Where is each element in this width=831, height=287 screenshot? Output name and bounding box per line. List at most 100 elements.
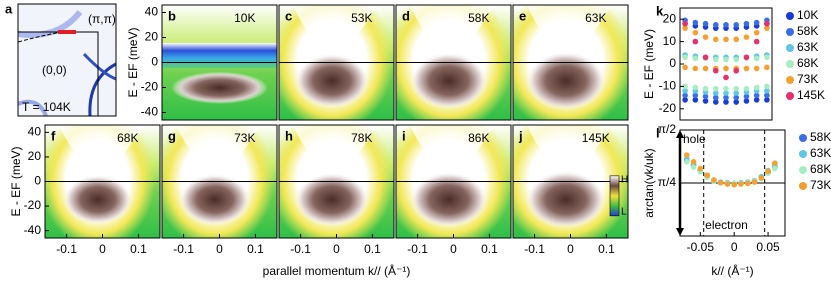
panel-letter: a <box>5 1 13 16</box>
data-point <box>682 97 688 103</box>
data-point <box>702 65 709 72</box>
band-core <box>294 172 370 227</box>
y-tick-label: -40 <box>24 223 42 237</box>
data-point <box>733 22 740 28</box>
data-point <box>717 179 724 186</box>
data-point <box>702 54 709 61</box>
panel-letter: d <box>402 8 410 23</box>
panel-letter: l <box>656 125 660 140</box>
dispersion <box>292 125 377 168</box>
data-point <box>723 74 729 81</box>
data-point <box>712 22 719 28</box>
fs-contour <box>82 52 116 81</box>
data-point <box>697 165 704 172</box>
y-tick-label: π/2 <box>658 122 677 136</box>
data-point <box>744 180 751 187</box>
intensity-map <box>45 125 160 238</box>
data-point <box>702 93 709 100</box>
data-point <box>753 97 760 103</box>
frame <box>278 4 395 121</box>
data-point <box>723 22 729 28</box>
data-point <box>764 20 770 27</box>
y-axis-label: E - EF (meV) <box>126 27 140 97</box>
data-point <box>764 54 770 61</box>
dispersion <box>526 5 611 49</box>
data-point <box>751 179 758 185</box>
x-tick-label: 0.05 <box>756 240 780 254</box>
data-point <box>743 85 750 92</box>
data-point <box>723 85 729 92</box>
legend-label: 145K <box>797 88 825 102</box>
data-point <box>702 34 709 40</box>
data-point <box>712 56 719 63</box>
legend-label: 58K <box>810 130 831 144</box>
data-point <box>712 36 719 43</box>
y-tick-label: -40 <box>141 105 159 119</box>
intensity-map <box>279 125 394 238</box>
data-point <box>758 175 765 181</box>
dispersion <box>409 5 494 49</box>
data-point <box>711 177 717 183</box>
data-point <box>753 65 760 72</box>
dispersion <box>175 125 260 168</box>
data-point <box>690 158 697 165</box>
x-tick-label: 0 <box>99 242 106 256</box>
x-tick-label: 0 <box>333 242 340 256</box>
data-point <box>764 97 770 103</box>
legend-label: 10K <box>797 8 818 22</box>
y-tick-label: 40 <box>145 5 159 19</box>
legend-label: 73K <box>810 178 831 192</box>
y-tick-label: 0 <box>34 174 41 188</box>
y-tick-label: 20 <box>663 11 677 25</box>
legend-marker <box>799 134 807 142</box>
y-tick-label: 40 <box>28 125 42 139</box>
data-point <box>733 94 740 101</box>
band-core <box>63 174 133 225</box>
data-point <box>702 98 709 104</box>
data-point <box>738 181 744 187</box>
y-tick-label: 20 <box>28 149 42 163</box>
legend-marker <box>786 44 794 52</box>
legend-marker <box>786 76 794 84</box>
data-point <box>765 168 771 175</box>
data-point <box>724 181 731 187</box>
data-point <box>712 67 719 74</box>
frame <box>512 4 629 121</box>
data-point <box>692 55 699 62</box>
annotation: (π,π) <box>88 12 116 26</box>
data-point <box>683 152 690 158</box>
data-point <box>753 19 760 26</box>
x-tick-label: 0 <box>731 240 738 254</box>
band-core <box>171 71 268 104</box>
dispersion <box>292 5 377 49</box>
panel-letter: c <box>285 8 292 23</box>
annotation: (0,0) <box>42 63 67 77</box>
x-axis-label: k// (Å⁻¹) <box>711 263 753 278</box>
x-tick-label: 0.1 <box>247 242 264 256</box>
data-point <box>764 83 770 90</box>
band-core <box>410 52 488 110</box>
temperature: 53K <box>351 11 372 25</box>
colorbar <box>609 175 620 217</box>
y-tick-label: 10 <box>663 34 677 48</box>
data-point <box>682 54 688 61</box>
data-point <box>764 25 770 31</box>
x-tick-label: 0 <box>216 242 223 256</box>
dispersion <box>526 125 611 168</box>
legend-marker <box>799 166 807 174</box>
frame <box>395 4 512 121</box>
data-point <box>764 64 770 71</box>
y-tick-label: 0 <box>151 55 158 69</box>
x-tick-label: 0.1 <box>481 242 498 256</box>
x-tick-label: -0.1 <box>407 242 428 256</box>
annotation: electron <box>705 218 748 232</box>
data-point <box>733 36 740 43</box>
data-point <box>743 34 750 40</box>
panel-letter: h <box>285 128 293 143</box>
temperature: 145K <box>582 131 610 145</box>
legend-label: 73K <box>797 72 818 86</box>
data-point <box>733 85 740 92</box>
panel-letter: b <box>168 8 176 23</box>
data-point <box>692 38 699 45</box>
temperature: 68K <box>117 131 138 145</box>
